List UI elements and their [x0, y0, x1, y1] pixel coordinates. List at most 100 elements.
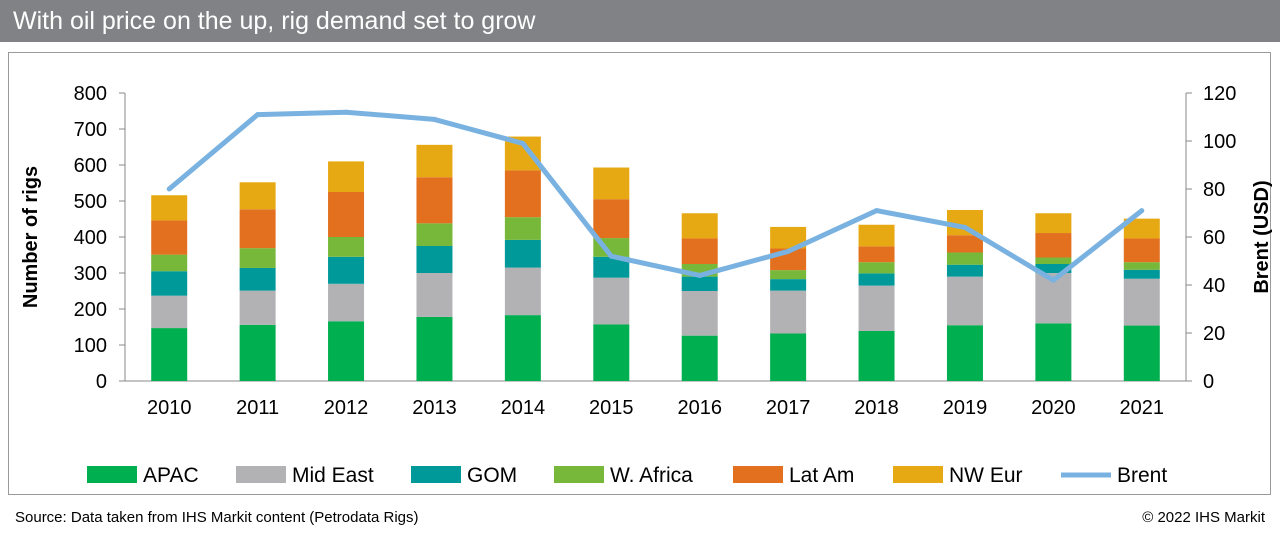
bar-w-africa-2010: [151, 254, 188, 272]
bar-apac-2018: [858, 330, 895, 381]
point-brent-2012: [343, 109, 349, 115]
y-tick-label: 0: [96, 371, 107, 393]
bar-nw-eur-2020: [1035, 213, 1072, 234]
bar-mid-east-2015: [593, 277, 630, 325]
bar-w-africa-2019: [946, 252, 983, 265]
legend-label-lat-am: Lat Am: [789, 464, 854, 487]
bar-gom-2016: [681, 276, 718, 291]
bar-gom-2020: [1035, 264, 1072, 273]
y2-tick-label: 100: [1203, 131, 1236, 153]
chart-title: With oil price on the up, rig demand set…: [13, 7, 536, 35]
point-brent-2017: [785, 248, 791, 254]
x-tick-label: 2021: [1120, 397, 1165, 419]
bar-w-africa-2020: [1035, 257, 1072, 264]
bar-gom-2019: [946, 264, 983, 277]
bar-w-africa-2013: [416, 223, 453, 246]
bar-gom-2012: [328, 256, 365, 284]
y-tick-label: 600: [74, 155, 107, 177]
y2-axis-title: Brent (USD): [1251, 180, 1273, 293]
bar-w-africa-2018: [858, 262, 895, 274]
point-brent-2018: [874, 208, 880, 214]
bar-mid-east-2016: [681, 291, 718, 336]
point-brent-2020: [1050, 277, 1056, 283]
x-tick-label: 2016: [677, 397, 722, 419]
bar-w-africa-2014: [504, 217, 541, 240]
y2-tick-label: 20: [1203, 323, 1225, 345]
bar-nw-eur-2011: [239, 182, 276, 210]
legend-label-brent: Brent: [1117, 464, 1167, 487]
bar-gom-2018: [858, 273, 895, 286]
bar-gom-2013: [416, 246, 453, 273]
point-brent-2010: [166, 186, 172, 192]
bar-nw-eur-2010: [151, 195, 188, 221]
x-tick-label: 2020: [1031, 397, 1076, 419]
bar-lat-am-2012: [328, 192, 365, 237]
bar-lat-am-2019: [946, 235, 983, 253]
bar-apac-2012: [328, 321, 365, 381]
bar-gom-2010: [151, 271, 188, 296]
point-brent-2019: [962, 224, 968, 230]
x-tick-label: 2010: [147, 397, 192, 419]
bar-nw-eur-2012: [328, 161, 365, 192]
bar-nw-eur-2018: [858, 224, 895, 247]
bar-mid-east-2018: [858, 285, 895, 331]
bar-mid-east-2021: [1123, 278, 1160, 326]
bar-apac-2014: [504, 315, 541, 381]
point-brent-2013: [431, 116, 437, 122]
x-tick-label: 2015: [589, 397, 634, 419]
y2-tick-label: 40: [1203, 275, 1225, 297]
legend-swatch-gom: [411, 466, 461, 483]
bar-lat-am-2010: [151, 220, 188, 255]
x-tick-label: 2019: [943, 397, 988, 419]
copyright-note: © 2022 IHS Markit: [1142, 509, 1265, 526]
bar-lat-am-2018: [858, 246, 895, 263]
bar-mid-east-2019: [946, 276, 983, 326]
bar-mid-east-2017: [770, 290, 807, 334]
y2-tick-label: 0: [1203, 371, 1214, 393]
legend-swatch-nw-eur: [893, 466, 943, 483]
legend-label-w-africa: W. Africa: [610, 464, 693, 487]
bar-apac-2021: [1123, 325, 1160, 381]
legend-swatch-w-africa: [554, 466, 604, 483]
bar-mid-east-2013: [416, 273, 453, 317]
bar-lat-am-2020: [1035, 233, 1072, 258]
bar-apac-2010: [151, 328, 188, 381]
x-tick-label: 2018: [854, 397, 899, 419]
header-bar: With oil price on the up, rig demand set…: [0, 0, 1280, 42]
y2-tick-label: 120: [1203, 83, 1236, 105]
bar-w-africa-2021: [1123, 262, 1160, 270]
bar-lat-am-2021: [1123, 238, 1160, 263]
y-tick-label: 300: [74, 263, 107, 285]
bar-gom-2021: [1123, 269, 1160, 279]
point-brent-2014: [520, 140, 526, 146]
source-note: Source: Data taken from IHS Markit conte…: [15, 509, 419, 526]
bar-mid-east-2011: [239, 290, 276, 325]
y-tick-label: 200: [74, 299, 107, 321]
bar-gom-2017: [770, 279, 807, 291]
bar-apac-2019: [946, 325, 983, 381]
legend-label-gom: GOM: [467, 464, 517, 487]
bar-lat-am-2015: [593, 199, 630, 239]
x-tick-label: 2014: [501, 397, 546, 419]
legend-swatch-apac: [87, 466, 137, 483]
y-tick-label: 400: [74, 227, 107, 249]
legend-label-apac: APAC: [143, 464, 199, 487]
bar-nw-eur-2021: [1123, 218, 1160, 239]
y2-tick-label: 60: [1203, 227, 1225, 249]
bar-lat-am-2013: [416, 177, 453, 224]
bar-w-africa-2011: [239, 248, 276, 268]
x-tick-label: 2017: [766, 397, 811, 419]
bar-apac-2013: [416, 316, 453, 381]
y-tick-label: 700: [74, 119, 107, 141]
bar-lat-am-2016: [681, 238, 718, 264]
bar-nw-eur-2013: [416, 144, 453, 178]
chart-frame: [8, 52, 1271, 495]
point-brent-2016: [697, 272, 703, 278]
line-brent: [167, 109, 1144, 283]
bar-apac-2016: [681, 335, 718, 381]
bar-nw-eur-2015: [593, 167, 630, 200]
y-tick-label: 500: [74, 191, 107, 213]
bar-lat-am-2011: [239, 209, 276, 249]
bar-apac-2017: [770, 333, 807, 381]
